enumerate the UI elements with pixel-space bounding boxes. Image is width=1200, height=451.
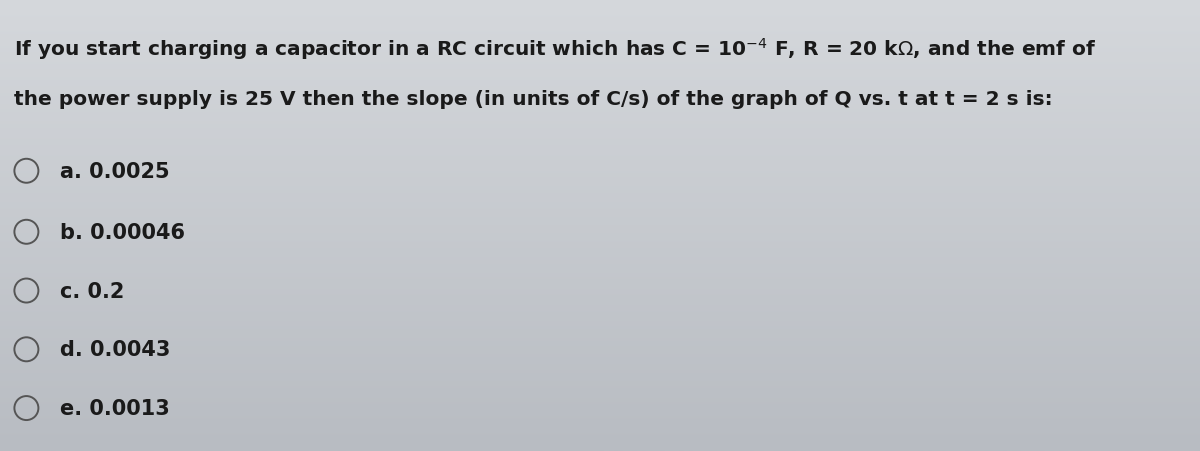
Text: e. 0.0013: e. 0.0013 bbox=[60, 398, 169, 418]
Text: If you start charging a capacitor in a RC circuit which has C = 10$^{-4}$ F, R =: If you start charging a capacitor in a R… bbox=[14, 36, 1097, 62]
Text: the power supply is 25 V then the slope (in units of C/s) of the graph of Q vs. : the power supply is 25 V then the slope … bbox=[14, 90, 1054, 109]
Text: b. 0.00046: b. 0.00046 bbox=[60, 222, 185, 242]
Text: c. 0.2: c. 0.2 bbox=[60, 281, 125, 301]
Text: d. 0.0043: d. 0.0043 bbox=[60, 340, 170, 359]
Text: a. 0.0025: a. 0.0025 bbox=[60, 161, 169, 181]
